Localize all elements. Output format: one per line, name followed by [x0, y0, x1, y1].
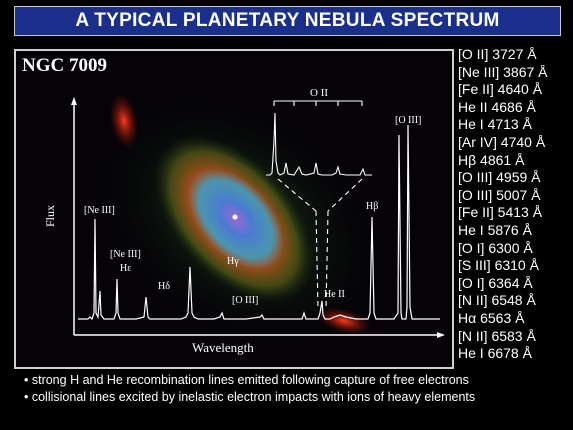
- emission-line-list: [O II] 3727 Å [Ne III] 3867 Å [Fe II] 4640…: [458, 46, 570, 363]
- line-list-item: [Ne III] 3867 Å: [458, 63, 548, 80]
- oii-bracket: [273, 100, 363, 106]
- x-axis-label: Wavelength: [192, 340, 254, 355]
- line-list-item: He II 4686 Å: [458, 98, 536, 115]
- nebula-image: [101, 93, 375, 343]
- line-list-item: He I 6678 Å: [458, 345, 532, 362]
- peak-label-ne3-b: [Ne III]: [110, 249, 141, 260]
- line-list-item: [O II] 3727 Å: [458, 46, 537, 62]
- peak-label-h-delta: Hδ: [158, 281, 170, 292]
- spectrum-plot: Flux Wavelength O II [Ne III] [Ne III] H…: [43, 87, 445, 355]
- peak-label-o3-weak: [O III]: [232, 295, 258, 306]
- peak-label-o3-strong: [O III]: [395, 115, 421, 126]
- spectrum-figure: Flux Wavelength O II [Ne III] [Ne III] H…: [14, 49, 454, 369]
- line-list-item: He I 5876 Å: [458, 221, 532, 238]
- line-list-item: [N II] 6583 Å: [458, 327, 536, 344]
- line-list-item: [O III] 5007 Å: [458, 186, 541, 203]
- line-list-item: [O I] 6364 Å: [458, 274, 533, 291]
- title-banner: A TYPICAL PLANETARY NEBULA SPECTRUM: [14, 6, 561, 36]
- peak-label-he2: He II: [324, 289, 345, 300]
- zoom-connector: [277, 178, 363, 310]
- note-collisional: • collisional lines excited by inelastic…: [24, 390, 476, 404]
- line-list-item: [S III] 6310 Å: [458, 257, 539, 274]
- oii-inset-trace: [266, 112, 372, 176]
- line-list-item: [O I] 6300 Å: [458, 239, 533, 256]
- line-list-item: [Fe II] 5413 Å: [458, 204, 543, 221]
- peak-label-he-eps: Hε: [120, 263, 131, 274]
- line-list-item: [Ar IV] 4740 Å: [458, 133, 546, 150]
- line-list-item: [N II] 6548 Å: [458, 292, 536, 309]
- spectrum-trace: [78, 124, 440, 321]
- object-name: NGC 7009: [22, 55, 107, 76]
- line-list-item: [Fe II] 4640 Å: [458, 81, 543, 98]
- oii-inset-label: O II: [310, 87, 328, 99]
- line-list-item: Hα 6563 Å: [458, 309, 525, 326]
- peak-label-h-beta: Hβ: [366, 201, 378, 212]
- line-list-item: [O III] 4959 Å: [458, 169, 541, 186]
- y-axis-label: Flux: [43, 205, 57, 227]
- note-recombination: • strong H and He recombination lines em…: [24, 373, 469, 387]
- peak-label-h-gamma: Hγ: [227, 256, 239, 267]
- line-list-item: Hβ 4861 Å: [458, 151, 525, 168]
- peak-label-ne3-a: [Ne III]: [84, 205, 115, 216]
- page-title: A TYPICAL PLANETARY NEBULA SPECTRUM: [75, 10, 500, 31]
- plot-axes: [71, 97, 445, 338]
- line-list-item: He I 4713 Å: [458, 116, 532, 133]
- notes-list: • strong H and He recombination lines em…: [24, 372, 564, 406]
